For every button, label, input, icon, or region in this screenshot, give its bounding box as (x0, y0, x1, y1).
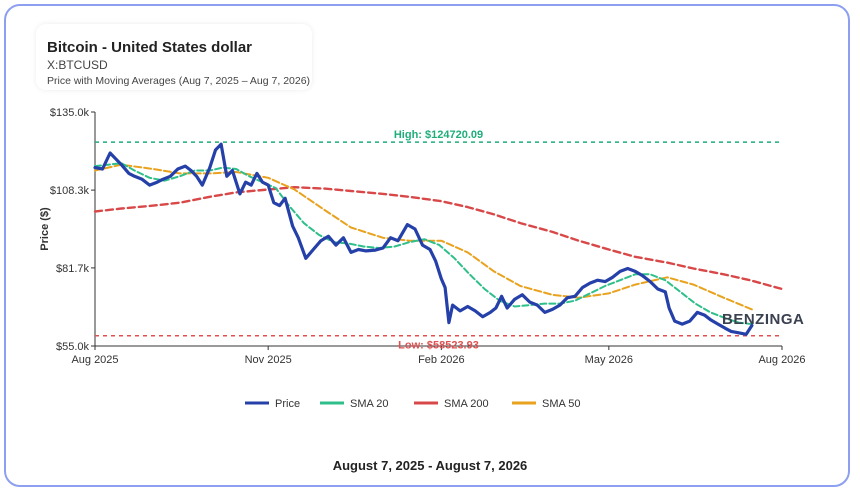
benzinga-watermark: BENZINGA (722, 311, 805, 328)
date-range-label: August 7, 2025 - August 7, 2026 (332, 458, 528, 473)
y-tick-label: $55.0k (56, 341, 90, 353)
y-tick-label: $108.3k (50, 185, 90, 197)
x-tick-label: Aug 2026 (758, 354, 805, 366)
legend-label: SMA 200 (444, 398, 489, 410)
series-line-price (93, 142, 754, 336)
y-tick-label: $81.7k (56, 263, 90, 275)
series-line-sma-200 (93, 186, 784, 291)
low-label: Low: $58523.93 (398, 340, 479, 352)
x-tick-label: Aug 2025 (71, 354, 118, 366)
chart-title: Bitcoin - United States dollar (47, 39, 253, 56)
y-tick-label: $135.0k (50, 107, 90, 119)
legend-label: Price (275, 398, 300, 410)
ticker-symbol: X:BTCUSD (47, 58, 108, 72)
y-axis-label: Price ($) (39, 207, 51, 251)
series-line-sma-50 (94, 163, 753, 311)
legend-label: SMA 20 (350, 398, 389, 410)
title-card: Bitcoin - United States dollar X:BTCUSD … (36, 24, 312, 90)
x-tick-label: May 2026 (585, 354, 633, 366)
legend-label: SMA 50 (542, 398, 581, 410)
x-tick-label: Feb 2026 (418, 354, 464, 366)
x-tick-label: Nov 2025 (245, 354, 292, 366)
chart-subtitle: Price with Moving Averages (Aug 7, 2025 … (47, 75, 311, 87)
high-label: High: $124720.09 (394, 129, 483, 141)
